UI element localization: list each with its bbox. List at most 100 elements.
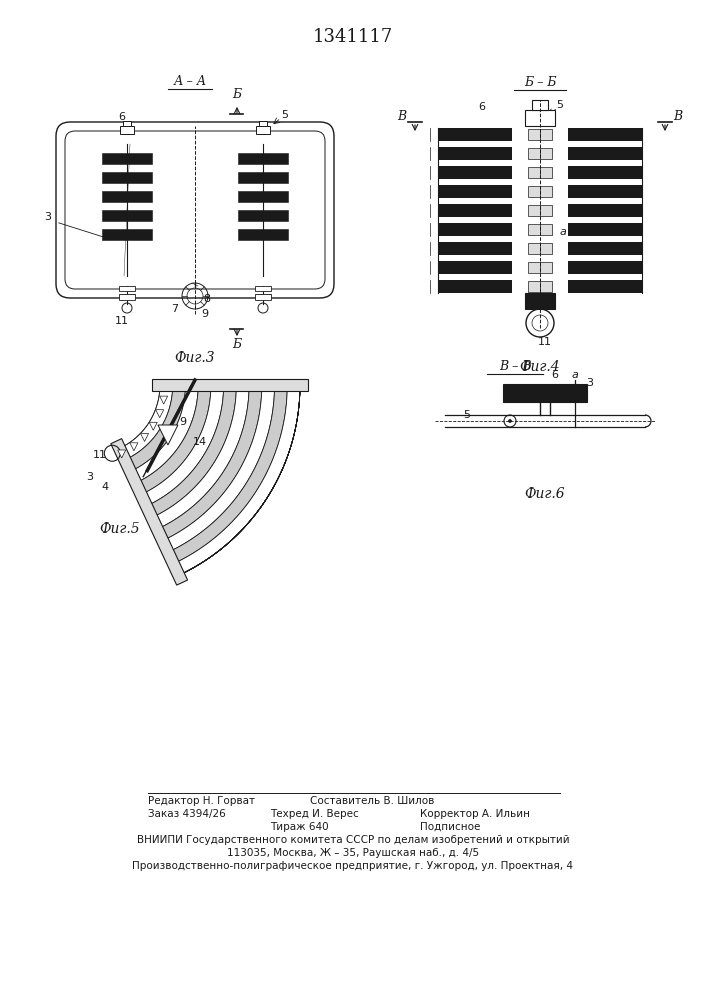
Bar [532, 100, 548, 110]
Bar [512, 280, 568, 293]
Bar [259, 121, 267, 126]
Bar [528, 148, 552, 159]
Bar [430, 128, 650, 141]
Text: 4: 4 [101, 482, 108, 492]
Text: 5: 5 [464, 410, 470, 420]
Text: 1: 1 [235, 386, 245, 400]
FancyBboxPatch shape [56, 122, 334, 298]
Text: Тираж 640: Тираж 640 [270, 822, 329, 832]
Bar [119, 286, 135, 291]
Bar [512, 223, 568, 236]
Bar [430, 166, 438, 179]
Bar [102, 229, 152, 240]
Polygon shape [156, 410, 164, 418]
Bar [430, 223, 650, 236]
Text: 6: 6 [551, 370, 559, 380]
Bar [430, 185, 438, 198]
Bar [238, 210, 288, 221]
Bar [120, 126, 134, 134]
Bar [430, 242, 650, 255]
Bar [528, 167, 552, 178]
Bar [238, 153, 288, 164]
Text: Фиг.3: Фиг.3 [175, 351, 216, 365]
Polygon shape [158, 425, 178, 445]
Text: 8: 8 [204, 294, 211, 304]
Text: 5: 5 [281, 110, 288, 120]
Bar [430, 147, 438, 160]
Bar [528, 243, 552, 254]
Circle shape [508, 420, 511, 422]
Text: Редактор Н. Горват: Редактор Н. Горват [148, 796, 255, 806]
Bar [430, 280, 438, 293]
Bar [430, 280, 650, 293]
Polygon shape [146, 385, 236, 518]
Text: 9: 9 [201, 309, 209, 319]
Text: Корректор А. Ильин: Корректор А. Ильин [420, 809, 530, 819]
Bar [102, 191, 152, 202]
Bar [430, 242, 438, 255]
Bar [642, 166, 650, 179]
Bar [430, 166, 650, 179]
Polygon shape [152, 379, 308, 391]
Bar [642, 223, 650, 236]
Bar [430, 223, 438, 236]
Text: 7: 7 [171, 304, 179, 314]
Text: 113035, Москва, Ж – 35, Раушская наб., д. 4/5: 113035, Москва, Ж – 35, Раушская наб., д… [227, 848, 479, 858]
Bar [525, 293, 555, 309]
Text: ВНИИПИ Государственного комитета СССР по делам изобретений и открытий: ВНИИПИ Государственного комитета СССР по… [136, 835, 569, 845]
Text: В: В [674, 110, 682, 123]
Text: а: а [571, 370, 578, 380]
Polygon shape [111, 439, 187, 585]
Bar [430, 261, 650, 274]
Text: Заказ 4394/26: Заказ 4394/26 [148, 809, 226, 819]
Bar [503, 384, 587, 402]
Bar [512, 147, 568, 160]
Bar [256, 126, 270, 134]
Bar [512, 204, 568, 217]
Polygon shape [173, 385, 300, 575]
Text: Фиг.4: Фиг.4 [520, 360, 561, 374]
Bar [430, 128, 438, 141]
Text: Б: Б [233, 338, 242, 351]
Bar [430, 185, 650, 198]
Bar [255, 294, 271, 300]
Text: 3: 3 [86, 472, 93, 482]
Text: 11: 11 [93, 450, 107, 460]
Bar [430, 147, 650, 160]
Bar [528, 205, 552, 216]
Bar [512, 261, 568, 274]
Bar [642, 185, 650, 198]
Bar [512, 242, 568, 255]
Bar [642, 147, 650, 160]
Bar [528, 186, 552, 197]
Text: 9: 9 [180, 417, 187, 427]
Bar [512, 185, 568, 198]
Polygon shape [119, 385, 173, 460]
Bar [528, 129, 552, 140]
Text: 6: 6 [479, 102, 486, 112]
Text: А – А: А – А [173, 75, 206, 88]
Text: 11: 11 [538, 337, 552, 347]
Bar [512, 128, 568, 141]
Bar [430, 204, 438, 217]
Bar [642, 280, 650, 293]
Bar [430, 261, 438, 274]
Bar [528, 224, 552, 235]
Bar [102, 172, 152, 183]
Text: 6: 6 [119, 112, 126, 122]
Polygon shape [168, 385, 287, 564]
Text: 3: 3 [587, 378, 593, 388]
Polygon shape [149, 422, 157, 430]
Text: Техред И. Верес: Техред И. Верес [270, 809, 358, 819]
Polygon shape [157, 385, 262, 541]
Bar [525, 110, 555, 126]
Bar [102, 153, 152, 164]
Polygon shape [136, 385, 211, 495]
Bar [238, 191, 288, 202]
Bar [102, 210, 152, 221]
Text: 11: 11 [115, 316, 129, 326]
Bar [238, 229, 288, 240]
Polygon shape [125, 385, 185, 472]
Polygon shape [130, 443, 138, 451]
Bar [512, 166, 568, 179]
